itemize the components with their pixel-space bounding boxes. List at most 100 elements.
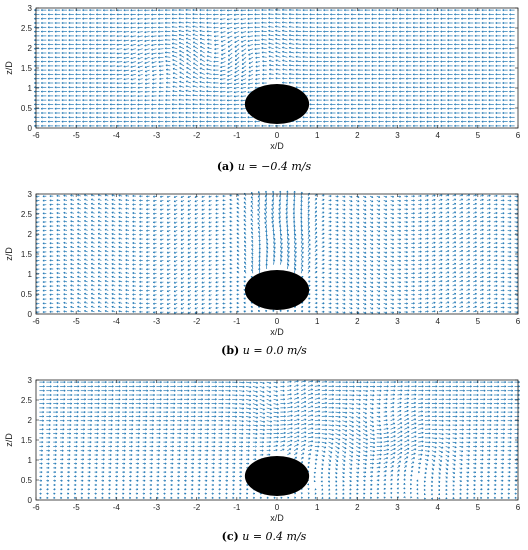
vector-arrowhead [378,34,381,38]
vector-arrowhead [405,30,408,33]
velocity-vector [289,38,295,41]
vector-arrowhead [130,35,133,38]
vector-arrowhead [206,17,208,20]
vector-arrowhead [49,203,52,206]
velocity-vector [151,35,157,37]
vector-arrowhead [164,116,167,119]
vector-arrowhead [234,71,237,74]
velocity-vector [234,69,240,74]
vector-arrowhead [89,86,91,89]
velocity-vector [268,55,274,58]
vector-arrowhead [125,306,128,309]
vector-arrowhead [509,21,511,25]
vector-arrowhead [132,259,135,262]
velocity-vector [166,290,171,292]
vector-arrowhead [357,60,360,63]
vector-arrowhead [234,45,237,48]
vector-arrowhead [192,17,195,20]
vector-arrowhead [159,285,162,288]
velocity-vector [70,207,74,210]
vector-arrowhead [261,51,264,54]
vector-arrowhead [42,263,45,267]
vector-arrowhead [34,111,36,115]
vector-arrowhead [488,38,491,42]
velocity-vector [77,271,81,274]
vector-arrowhead [426,94,429,98]
vector-arrowhead [125,263,128,266]
vector-arrowhead [357,21,360,25]
velocity-vector [228,52,233,57]
vector-arrowhead [213,107,215,110]
vector-arrowhead [364,81,367,85]
velocity-vector [116,48,123,50]
vector-arrowhead [474,51,477,55]
vector-arrowhead [151,111,153,115]
vector-arrowhead [343,77,346,80]
vector-arrowhead [392,38,394,42]
vector-arrowhead [42,259,45,262]
velocity-vector [221,48,226,52]
vector-arrowhead [330,47,332,50]
vector-arrowhead [309,47,312,50]
vector-arrowhead [502,21,505,25]
velocity-vector [153,234,157,236]
vector-arrowhead [447,68,449,72]
vector-arrowhead [371,94,374,98]
vector-arrowhead [509,86,511,89]
velocity-vector [123,44,130,46]
vector-arrowhead [185,13,188,16]
velocity-vector [84,263,88,266]
vector-arrowhead [405,13,408,16]
vector-arrowhead [488,56,491,59]
velocity-vector [152,78,157,80]
vector-arrowhead [56,306,59,309]
vector-arrowhead [371,73,374,76]
vector-arrowhead [426,13,429,16]
vector-arrowhead [165,94,168,97]
vector-arrowhead [502,77,505,80]
velocity-vector [63,255,68,257]
vector-arrowhead [199,124,202,127]
vector-arrowhead [509,51,511,55]
vector-arrowhead [309,73,312,76]
vector-arrowhead [159,217,162,220]
vector-arrowhead [226,99,229,102]
vector-arrowhead [433,34,436,38]
vector-arrowhead [350,47,353,50]
vector-arrowhead [70,301,73,304]
vector-arrowhead [214,52,216,55]
vector-arrowhead [97,202,100,205]
vector-arrowhead [364,86,367,89]
vector-arrowhead [89,103,91,106]
vector-arrowhead [63,237,66,240]
velocity-vector [178,38,185,41]
vector-arrowhead [166,290,169,293]
vector-arrowhead [426,21,429,25]
vector-arrowhead [132,233,135,236]
vector-arrowhead [316,111,319,115]
vector-arrowhead [192,85,195,88]
vector-arrowhead [405,8,408,12]
vector-arrowhead [461,77,463,80]
vector-arrowhead [171,50,174,53]
vector-arrowhead [123,52,126,55]
vector-arrowhead [467,21,470,25]
vector-arrowhead [227,74,230,77]
vector-arrowhead [495,13,498,16]
vector-arrowhead [240,116,243,119]
vector-arrowhead [123,30,126,34]
velocity-vector [84,203,88,206]
vector-arrowhead [40,38,43,42]
velocity-vector [185,33,192,37]
vector-arrowhead [109,99,112,102]
velocity-vector [165,60,171,62]
vector-arrowhead [185,120,188,123]
vector-arrowhead [172,89,175,93]
vector-arrowhead [207,38,209,41]
vector-arrowhead [84,220,86,223]
vector-arrowhead [323,17,325,20]
vector-arrowhead [34,98,36,102]
velocity-vector [137,35,143,38]
vector-arrowhead [261,8,264,12]
vector-arrowhead [364,107,367,110]
